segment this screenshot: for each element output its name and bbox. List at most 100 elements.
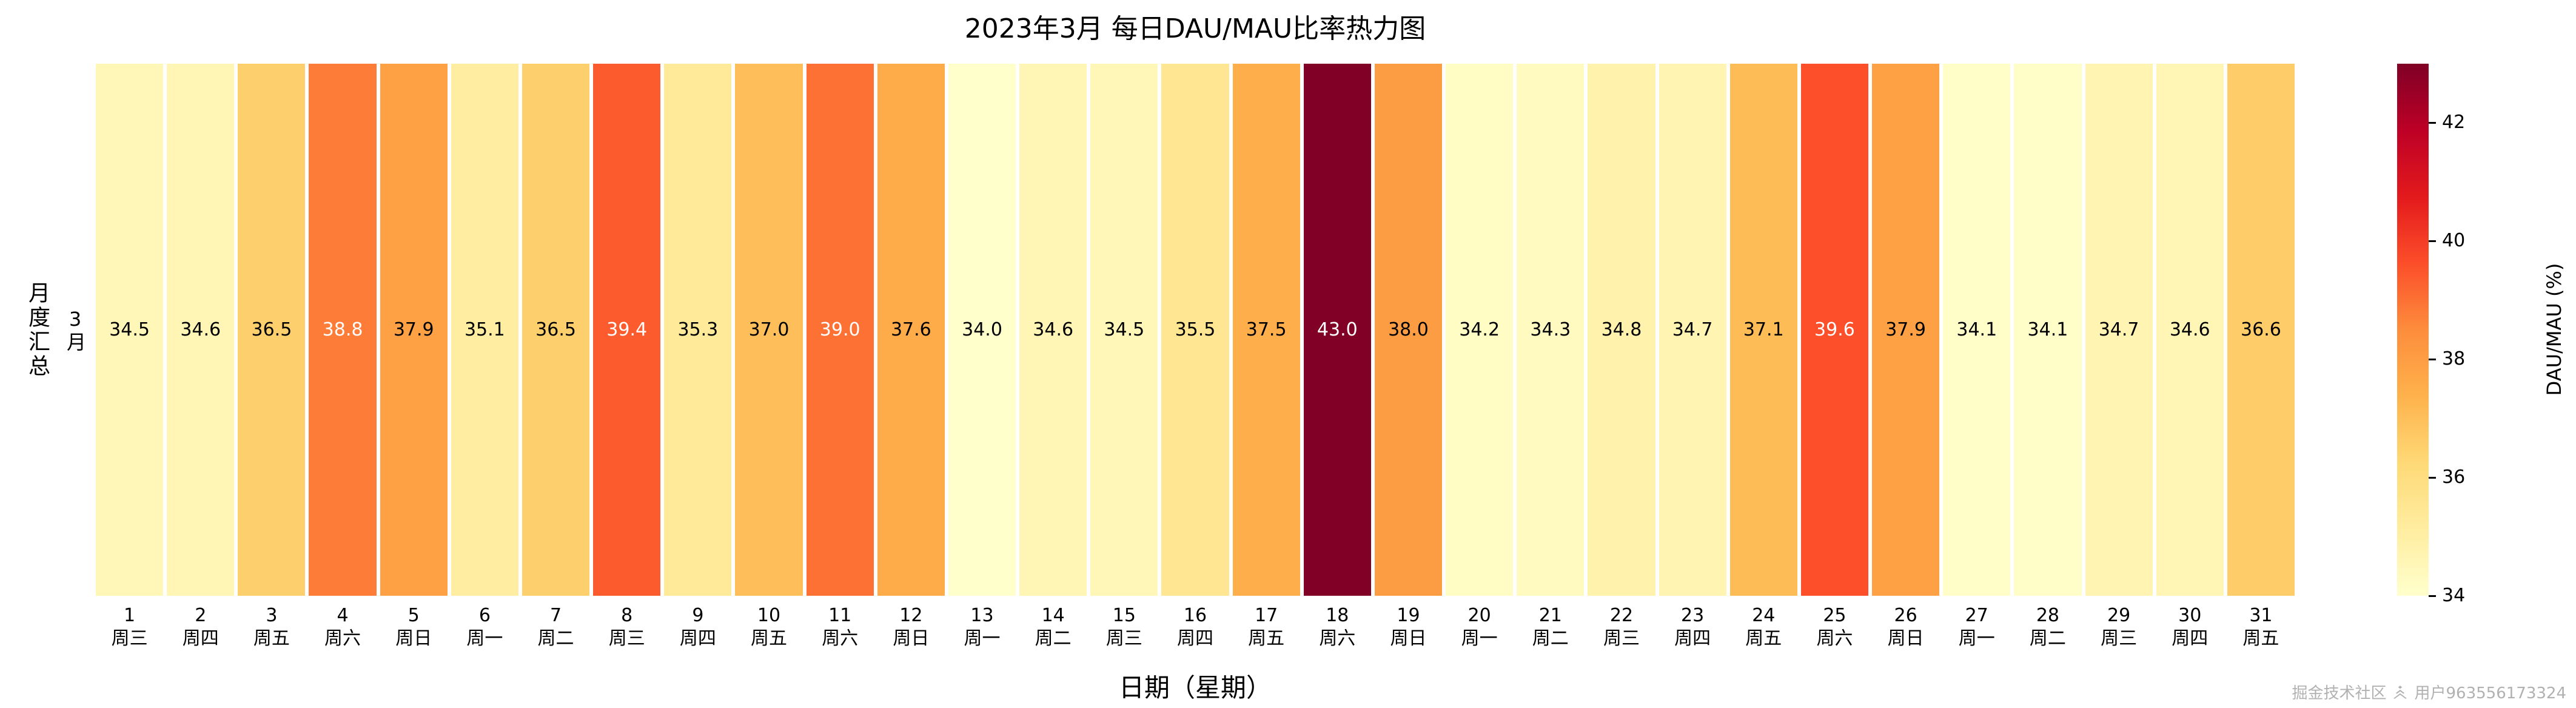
x-tick-weekday: 周二 bbox=[537, 628, 574, 649]
heatmap-cell-day-15: 34.5 bbox=[1090, 64, 1158, 596]
heatmap-cell-day-2: 34.6 bbox=[167, 64, 235, 596]
colorbar-tick-mark bbox=[2429, 358, 2436, 360]
heatmap-cell-day-10: 37.0 bbox=[735, 64, 803, 596]
x-tick-day-number: 16 bbox=[1183, 605, 1207, 626]
x-tick-day-11: 11 周六 bbox=[807, 604, 874, 650]
cell-value: 43.0 bbox=[1317, 319, 1358, 340]
x-tick-day-16: 16 周四 bbox=[1161, 604, 1229, 650]
x-tick-weekday: 周三 bbox=[111, 628, 148, 649]
cell-value: 34.5 bbox=[1104, 319, 1145, 340]
x-tick-day-number: 14 bbox=[1041, 605, 1065, 626]
cell-value: 34.1 bbox=[2027, 319, 2068, 340]
x-tick-weekday: 周一 bbox=[1958, 628, 1995, 649]
x-tick-day-number: 11 bbox=[828, 605, 852, 626]
colorbar: 34 36 38 40 42 bbox=[2397, 64, 2465, 606]
cell-value: 39.6 bbox=[1814, 319, 1855, 340]
x-tick-day-number: 19 bbox=[1397, 605, 1420, 626]
x-tick-weekday: 周三 bbox=[1603, 628, 1640, 649]
x-tick-day-22: 22 周三 bbox=[1588, 604, 1655, 650]
heatmap-cell-day-11: 39.0 bbox=[806, 64, 874, 596]
x-tick-day-9: 9 周四 bbox=[664, 604, 731, 650]
x-tick-weekday: 周三 bbox=[2101, 628, 2138, 649]
x-tick-day-number: 7 bbox=[549, 605, 562, 626]
watermark: 掘金技术社区 用户963556173324 bbox=[2292, 681, 2566, 703]
x-tick-day-number: 13 bbox=[970, 605, 994, 626]
cell-value: 37.6 bbox=[890, 319, 931, 340]
x-tick-weekday: 周日 bbox=[395, 628, 432, 649]
cell-value: 35.1 bbox=[464, 319, 505, 340]
x-tick-weekday: 周日 bbox=[1887, 628, 1924, 649]
x-tick-day-number: 25 bbox=[1823, 605, 1846, 626]
heatmap-cell-day-1: 34.5 bbox=[96, 64, 164, 596]
x-tick-day-number: 15 bbox=[1112, 605, 1136, 626]
x-tick-day-number: 10 bbox=[757, 605, 781, 626]
x-tick-weekday: 周日 bbox=[1390, 628, 1427, 649]
heatmap-grid: 34.5 34.6 36.5 38.8 37.9 35.1 36.5 39.4 35.3 37.0… bbox=[96, 64, 2295, 596]
cell-value: 37.9 bbox=[1885, 319, 1926, 340]
x-tick-weekday: 周四 bbox=[1674, 628, 1711, 649]
colorbar-tick-label: 40 bbox=[2442, 230, 2466, 252]
heatmap-cell-day-9: 35.3 bbox=[664, 64, 732, 596]
x-tick-day-10: 10 周五 bbox=[735, 604, 802, 650]
cell-value: 35.3 bbox=[677, 319, 719, 340]
x-tick-weekday: 周二 bbox=[2029, 628, 2066, 649]
x-tick-day-number: 23 bbox=[1681, 605, 1705, 626]
x-tick-day-3: 3 周五 bbox=[238, 604, 305, 650]
x-tick-day-25: 25 周六 bbox=[1801, 604, 1868, 650]
x-tick-weekday: 周五 bbox=[1745, 628, 1782, 649]
heatmap-cell-day-5: 37.9 bbox=[380, 64, 448, 596]
cell-value: 34.7 bbox=[2098, 319, 2139, 340]
cell-value: 34.6 bbox=[180, 319, 221, 340]
x-tick-day-30: 30 周四 bbox=[2156, 604, 2224, 650]
x-tick-day-5: 5 周日 bbox=[380, 604, 448, 650]
x-tick-weekday: 周六 bbox=[324, 628, 361, 649]
x-tick-weekday: 周一 bbox=[466, 628, 503, 649]
y-tick-label-text: 3月 bbox=[64, 307, 87, 352]
colorbar-tick-label: 42 bbox=[2442, 112, 2466, 133]
x-tick-day-23: 23 周四 bbox=[1659, 604, 1726, 650]
cell-value: 34.5 bbox=[109, 319, 150, 340]
x-tick-day-number: 31 bbox=[2249, 605, 2273, 626]
x-tick-day-number: 29 bbox=[2107, 605, 2131, 626]
x-tick-day-number: 2 bbox=[195, 605, 207, 626]
x-tick-day-6: 6 周一 bbox=[451, 604, 518, 650]
x-tick-day-28: 28 周二 bbox=[2014, 604, 2081, 650]
cell-value: 37.1 bbox=[1743, 319, 1784, 340]
heatmap-cell-day-13: 34.0 bbox=[948, 64, 1016, 596]
colorbar-gradient bbox=[2397, 64, 2429, 596]
cell-value: 34.2 bbox=[1459, 319, 1500, 340]
juejin-logo-icon bbox=[2392, 684, 2408, 700]
x-tick-day-number: 22 bbox=[1609, 605, 1634, 626]
x-tick-day-2: 2 周四 bbox=[167, 604, 234, 650]
heatmap-cell-day-31: 36.6 bbox=[2227, 64, 2295, 596]
x-tick-day-number: 27 bbox=[1965, 605, 1988, 626]
x-tick-labels: 1 周三 2 周四 3 周五 4 周六 5 周日 6 周一 7 周二 8 周三 9 周四 10 周五 11 周六 12 周日 1… bbox=[96, 604, 2295, 650]
x-tick-weekday: 周五 bbox=[1248, 628, 1285, 649]
x-tick-day-21: 21 周二 bbox=[1517, 604, 1584, 650]
x-tick-weekday: 周六 bbox=[1816, 628, 1853, 649]
x-tick-weekday: 周二 bbox=[1532, 628, 1569, 649]
heatmap-cell-day-22: 34.8 bbox=[1588, 64, 1655, 596]
colorbar-tick-mark bbox=[2429, 595, 2436, 597]
heatmap-cell-day-17: 37.5 bbox=[1232, 64, 1300, 596]
heatmap-cell-day-12: 37.6 bbox=[877, 64, 945, 596]
x-tick-day-29: 29 周三 bbox=[2085, 604, 2153, 650]
x-tick-weekday: 周一 bbox=[964, 628, 1001, 649]
cell-value: 34.0 bbox=[962, 319, 1002, 340]
x-tick-day-number: 4 bbox=[337, 605, 349, 626]
cell-value: 34.1 bbox=[1956, 319, 1997, 340]
cell-value: 39.4 bbox=[606, 319, 648, 340]
x-tick-day-number: 6 bbox=[478, 605, 491, 626]
x-tick-day-26: 26 周日 bbox=[1872, 604, 1939, 650]
cell-value: 35.5 bbox=[1175, 319, 1216, 340]
x-tick-day-27: 27 周一 bbox=[1943, 604, 2010, 650]
colorbar-tick-mark bbox=[2429, 476, 2436, 479]
x-tick-day-number: 9 bbox=[692, 605, 704, 626]
heatmap-cell-day-19: 38.0 bbox=[1374, 64, 1443, 596]
chart-title: 2023年3月 每日DAU/MAU比率热力图 bbox=[964, 13, 1426, 44]
y-axis-label-text: 月度汇总 bbox=[25, 281, 50, 379]
y-axis-label: 月度汇总 bbox=[23, 64, 51, 596]
x-tick-day-number: 21 bbox=[1538, 605, 1562, 626]
cell-value: 36.5 bbox=[251, 319, 292, 340]
x-tick-day-number: 12 bbox=[899, 605, 923, 626]
